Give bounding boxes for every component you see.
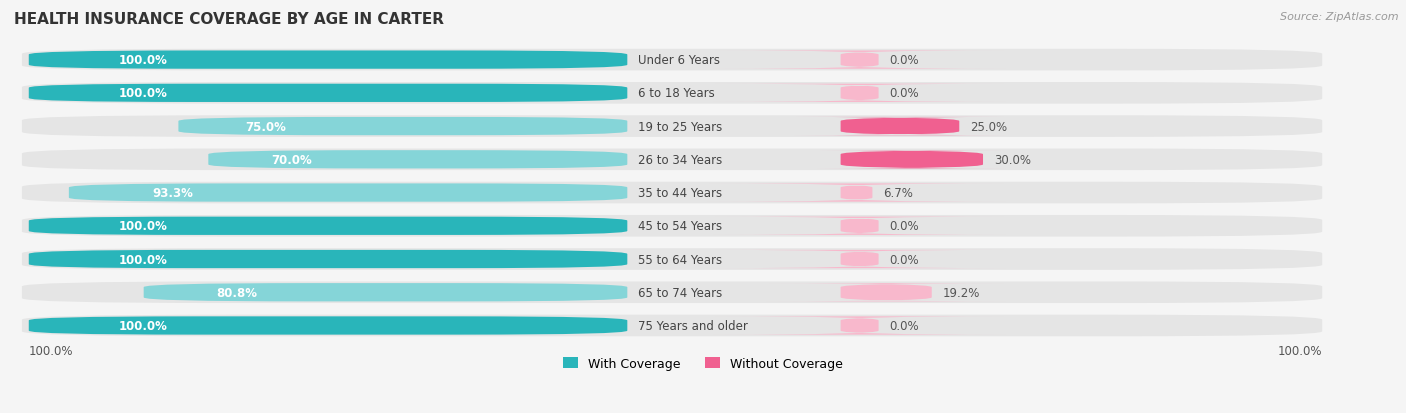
Text: 100.0%: 100.0% bbox=[118, 220, 167, 233]
FancyBboxPatch shape bbox=[22, 249, 1322, 270]
FancyBboxPatch shape bbox=[28, 85, 627, 103]
FancyBboxPatch shape bbox=[713, 51, 1005, 69]
Legend: With Coverage, Without Coverage: With Coverage, Without Coverage bbox=[558, 352, 848, 375]
FancyBboxPatch shape bbox=[707, 184, 1005, 202]
Text: 0.0%: 0.0% bbox=[890, 87, 920, 100]
Text: 0.0%: 0.0% bbox=[890, 54, 920, 67]
Text: 0.0%: 0.0% bbox=[890, 319, 920, 332]
Text: 100.0%: 100.0% bbox=[28, 344, 73, 357]
Text: 19.2%: 19.2% bbox=[943, 286, 980, 299]
Text: 75 Years and older: 75 Years and older bbox=[638, 319, 748, 332]
Text: Under 6 Years: Under 6 Years bbox=[638, 54, 720, 67]
FancyBboxPatch shape bbox=[22, 50, 1322, 71]
Text: 6.7%: 6.7% bbox=[883, 187, 914, 199]
FancyBboxPatch shape bbox=[713, 250, 1005, 268]
FancyBboxPatch shape bbox=[794, 118, 1005, 136]
FancyBboxPatch shape bbox=[69, 184, 627, 202]
Text: 35 to 44 Years: 35 to 44 Years bbox=[638, 187, 723, 199]
Text: 100.0%: 100.0% bbox=[118, 87, 167, 100]
Text: 0.0%: 0.0% bbox=[890, 253, 920, 266]
FancyBboxPatch shape bbox=[22, 315, 1322, 337]
FancyBboxPatch shape bbox=[22, 182, 1322, 204]
FancyBboxPatch shape bbox=[208, 151, 627, 169]
Text: 55 to 64 Years: 55 to 64 Years bbox=[638, 253, 723, 266]
Text: 19 to 25 Years: 19 to 25 Years bbox=[638, 120, 723, 133]
Text: 65 to 74 Years: 65 to 74 Years bbox=[638, 286, 723, 299]
FancyBboxPatch shape bbox=[766, 283, 1005, 301]
Text: 45 to 54 Years: 45 to 54 Years bbox=[638, 220, 723, 233]
Text: 0.0%: 0.0% bbox=[890, 220, 920, 233]
Text: Source: ZipAtlas.com: Source: ZipAtlas.com bbox=[1281, 12, 1399, 22]
Text: HEALTH INSURANCE COVERAGE BY AGE IN CARTER: HEALTH INSURANCE COVERAGE BY AGE IN CART… bbox=[14, 12, 444, 27]
FancyBboxPatch shape bbox=[22, 282, 1322, 303]
Text: 100.0%: 100.0% bbox=[118, 54, 167, 67]
FancyBboxPatch shape bbox=[28, 217, 627, 235]
Text: 100.0%: 100.0% bbox=[1278, 344, 1322, 357]
Text: 6 to 18 Years: 6 to 18 Years bbox=[638, 87, 716, 100]
Text: 26 to 34 Years: 26 to 34 Years bbox=[638, 154, 723, 166]
FancyBboxPatch shape bbox=[143, 283, 627, 301]
Text: 25.0%: 25.0% bbox=[970, 120, 1008, 133]
FancyBboxPatch shape bbox=[28, 317, 627, 335]
Text: 100.0%: 100.0% bbox=[118, 253, 167, 266]
Text: 100.0%: 100.0% bbox=[118, 319, 167, 332]
Text: 75.0%: 75.0% bbox=[246, 120, 287, 133]
Text: 70.0%: 70.0% bbox=[271, 154, 312, 166]
Text: 93.3%: 93.3% bbox=[153, 187, 194, 199]
FancyBboxPatch shape bbox=[22, 116, 1322, 138]
FancyBboxPatch shape bbox=[179, 118, 627, 136]
FancyBboxPatch shape bbox=[22, 83, 1322, 104]
FancyBboxPatch shape bbox=[28, 250, 627, 268]
FancyBboxPatch shape bbox=[22, 149, 1322, 171]
Text: 80.8%: 80.8% bbox=[217, 286, 257, 299]
FancyBboxPatch shape bbox=[713, 217, 1005, 235]
FancyBboxPatch shape bbox=[713, 317, 1005, 335]
FancyBboxPatch shape bbox=[818, 151, 1005, 169]
Text: 30.0%: 30.0% bbox=[994, 154, 1031, 166]
FancyBboxPatch shape bbox=[22, 216, 1322, 237]
FancyBboxPatch shape bbox=[713, 85, 1005, 103]
FancyBboxPatch shape bbox=[28, 51, 627, 69]
